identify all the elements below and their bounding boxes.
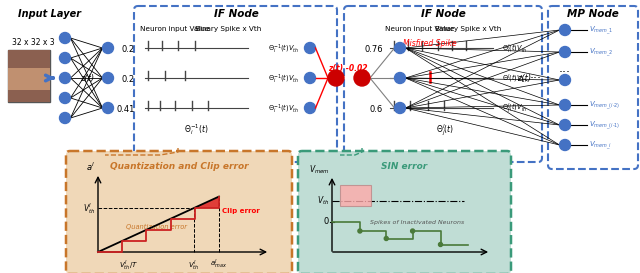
Text: SIN error: SIN error bbox=[381, 162, 428, 171]
Text: Binary Spike x Vth: Binary Spike x Vth bbox=[435, 26, 501, 32]
Circle shape bbox=[394, 73, 406, 84]
Text: $\Theta_j^l(t)$: $\Theta_j^l(t)$ bbox=[436, 122, 454, 138]
Text: 0.2: 0.2 bbox=[122, 75, 135, 84]
FancyBboxPatch shape bbox=[548, 6, 638, 169]
Text: z(t) -0.02: z(t) -0.02 bbox=[328, 64, 368, 73]
Text: Binary Spike x Vth: Binary Spike x Vth bbox=[195, 26, 261, 32]
Text: 32 x 32 x 3: 32 x 32 x 3 bbox=[12, 38, 54, 47]
Circle shape bbox=[394, 102, 406, 114]
Text: Quantization and Clip error: Quantization and Clip error bbox=[109, 162, 248, 171]
Bar bbox=[8, 90, 50, 102]
Circle shape bbox=[559, 140, 570, 150]
Circle shape bbox=[102, 102, 113, 114]
Text: 0.76: 0.76 bbox=[364, 44, 383, 54]
Circle shape bbox=[384, 236, 388, 241]
Text: Clip error: Clip error bbox=[222, 208, 260, 214]
Text: $\Theta_j^l(t)V_{th}$: $\Theta_j^l(t)V_{th}$ bbox=[502, 102, 528, 116]
Circle shape bbox=[559, 99, 570, 111]
Text: Spikes of Inactivated Neurons: Spikes of Inactivated Neurons bbox=[370, 220, 465, 225]
Circle shape bbox=[559, 25, 570, 35]
Polygon shape bbox=[147, 219, 171, 230]
Text: $\Theta_i^l(t)V_{th}$: $\Theta_i^l(t)V_{th}$ bbox=[502, 42, 528, 56]
FancyBboxPatch shape bbox=[66, 151, 292, 273]
Text: $V_{th}^l$: $V_{th}^l$ bbox=[188, 258, 200, 272]
Text: $a^l$: $a^l$ bbox=[86, 161, 95, 173]
Text: 0.41: 0.41 bbox=[116, 105, 135, 114]
Text: 0.6: 0.6 bbox=[370, 105, 383, 114]
Polygon shape bbox=[98, 241, 122, 252]
Circle shape bbox=[102, 43, 113, 54]
Circle shape bbox=[60, 52, 70, 64]
Text: $\Theta_i^{-1}(t)$: $\Theta_i^{-1}(t)$ bbox=[184, 122, 208, 137]
Text: IF Node: IF Node bbox=[214, 9, 259, 19]
Text: $V_{mem\_i}$: $V_{mem\_i}$ bbox=[589, 140, 612, 152]
FancyBboxPatch shape bbox=[134, 6, 337, 162]
FancyBboxPatch shape bbox=[298, 151, 511, 273]
Bar bbox=[8, 50, 50, 68]
Text: $\Theta_i^{-1}(t)V_{th}$: $\Theta_i^{-1}(t)V_{th}$ bbox=[268, 102, 300, 116]
Circle shape bbox=[60, 32, 70, 43]
Text: $\Theta_i^{-1}(t)V_{th}$: $\Theta_i^{-1}(t)V_{th}$ bbox=[268, 72, 300, 86]
Text: Quantization error: Quantization error bbox=[126, 224, 188, 230]
Text: $\Theta_i^{-1}(t)V_{th}$: $\Theta_i^{-1}(t)V_{th}$ bbox=[268, 42, 300, 56]
Text: 0: 0 bbox=[324, 218, 329, 227]
Circle shape bbox=[559, 75, 570, 85]
Text: ...: ... bbox=[530, 69, 542, 82]
Text: $V_{th}^l/T$: $V_{th}^l/T$ bbox=[118, 258, 138, 272]
Text: $V_{mem\_2}$: $V_{mem\_2}$ bbox=[589, 47, 614, 59]
Circle shape bbox=[411, 229, 415, 233]
Text: $\Theta^l(t)V_{th}$: $\Theta^l(t)V_{th}$ bbox=[502, 73, 528, 85]
Circle shape bbox=[305, 102, 316, 114]
Circle shape bbox=[559, 46, 570, 58]
Text: MP Node: MP Node bbox=[567, 9, 619, 19]
Text: $V_{mem\_1}$: $V_{mem\_1}$ bbox=[589, 25, 613, 37]
Text: $V_{mem\_(i\text{-}1)}$: $V_{mem\_(i\text{-}1)}$ bbox=[589, 120, 620, 132]
Circle shape bbox=[305, 73, 316, 84]
Polygon shape bbox=[122, 230, 147, 241]
Circle shape bbox=[394, 43, 406, 54]
Circle shape bbox=[305, 43, 316, 54]
Text: $V_{mem\_(i\text{-}2)}$: $V_{mem\_(i\text{-}2)}$ bbox=[589, 100, 620, 112]
Text: 0.2: 0.2 bbox=[122, 44, 135, 54]
Text: ...: ... bbox=[559, 61, 571, 75]
Text: Neuron input Value: Neuron input Value bbox=[140, 26, 210, 32]
Circle shape bbox=[354, 70, 370, 86]
Text: $V_{th}$: $V_{th}$ bbox=[317, 195, 329, 207]
Bar bbox=[8, 68, 50, 90]
Text: $V_{th}^l$: $V_{th}^l$ bbox=[83, 201, 95, 216]
Text: Input Layer: Input Layer bbox=[19, 9, 81, 19]
Text: Misfired Spike: Misfired Spike bbox=[403, 40, 457, 49]
Circle shape bbox=[60, 112, 70, 123]
Text: $a_{max}^l$: $a_{max}^l$ bbox=[211, 258, 227, 271]
Text: z(t): z(t) bbox=[517, 73, 531, 82]
Circle shape bbox=[559, 120, 570, 130]
Text: z(t): z(t) bbox=[80, 73, 94, 82]
Circle shape bbox=[438, 242, 442, 247]
Circle shape bbox=[60, 93, 70, 103]
Polygon shape bbox=[171, 208, 195, 219]
Polygon shape bbox=[195, 197, 219, 208]
Circle shape bbox=[60, 73, 70, 84]
Circle shape bbox=[358, 229, 362, 233]
Text: Neuron input Value: Neuron input Value bbox=[385, 26, 455, 32]
FancyBboxPatch shape bbox=[344, 6, 542, 162]
Circle shape bbox=[102, 73, 113, 84]
Bar bbox=[340, 185, 371, 206]
Text: IF Node: IF Node bbox=[420, 9, 465, 19]
Circle shape bbox=[328, 70, 344, 86]
Bar bbox=[8, 50, 50, 102]
Polygon shape bbox=[194, 197, 219, 208]
Text: $V_{mem}$: $V_{mem}$ bbox=[309, 164, 330, 176]
